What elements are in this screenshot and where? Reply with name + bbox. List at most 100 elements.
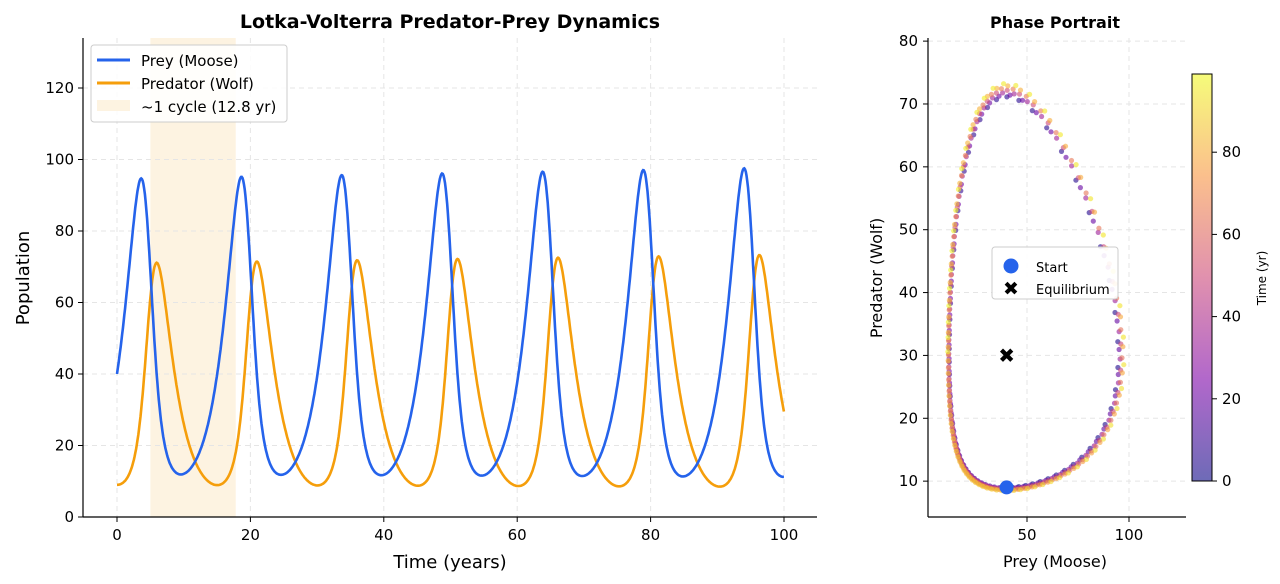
phase-point <box>945 349 951 355</box>
phase-point <box>946 307 952 313</box>
x-tick-label: 100 <box>1115 526 1144 544</box>
phase-point <box>1074 464 1080 470</box>
phase-point <box>947 290 953 296</box>
phase-point <box>1065 470 1071 476</box>
phase-point <box>1032 99 1038 105</box>
colorbar-tick-label: 0 <box>1222 472 1232 490</box>
phase-point <box>949 248 955 254</box>
phase-point <box>945 334 951 340</box>
x-tick-label: 20 <box>241 526 260 544</box>
phase-point <box>990 85 996 91</box>
phase-point <box>1040 481 1046 488</box>
phase-point <box>993 90 1000 96</box>
phase-point <box>1027 91 1033 97</box>
phase-point <box>1120 334 1126 340</box>
phase-point <box>951 234 957 240</box>
y-tick-label: 50 <box>899 221 918 239</box>
phase-point <box>952 221 958 228</box>
phase-point <box>980 483 986 490</box>
phase-point <box>1083 195 1089 201</box>
phase-point <box>1063 154 1069 160</box>
phase-point <box>1078 174 1084 180</box>
y-tick-label: 70 <box>899 95 918 113</box>
legend-label-predator: Predator (Wolf) <box>141 75 254 93</box>
phase-point <box>948 272 954 278</box>
left-x-axis-label: Time (years) <box>392 552 506 573</box>
phase-point <box>1101 432 1107 438</box>
phase-point <box>945 365 952 371</box>
y-tick-label: 0 <box>64 508 74 526</box>
phase-point <box>1091 209 1098 215</box>
phase-point <box>1108 422 1114 428</box>
phase-point <box>1090 218 1096 224</box>
phase-point <box>955 193 961 199</box>
phase-point <box>1007 92 1013 98</box>
phase-point <box>1011 91 1017 97</box>
phase-point <box>948 267 954 273</box>
phase-point <box>950 436 957 442</box>
y-tick-label: 80 <box>899 32 918 50</box>
phase-point <box>950 241 956 248</box>
phase-point <box>1069 163 1075 169</box>
phase-point <box>1117 303 1123 309</box>
colorbar <box>1191 73 1213 482</box>
legend-label-start: Start <box>1036 261 1068 276</box>
phase-point <box>959 463 965 469</box>
phase-point <box>1038 108 1044 114</box>
phase-point <box>1057 132 1063 138</box>
phase-point <box>1089 450 1095 456</box>
phase-point <box>989 486 995 492</box>
phase-point <box>980 102 986 108</box>
phase-point <box>1100 436 1106 442</box>
phase-point <box>1111 411 1117 417</box>
phase-point <box>946 393 952 399</box>
phase-point <box>1024 485 1031 492</box>
phase-point <box>1019 97 1026 103</box>
phase-point <box>1044 125 1050 131</box>
phase-point <box>1013 82 1019 89</box>
phase-point <box>1116 392 1122 398</box>
predator-line <box>117 253 786 488</box>
right-x-axis-label: Prey (Moose) <box>1003 552 1107 571</box>
phase-point <box>958 172 965 179</box>
phase-point <box>1083 456 1089 462</box>
phase-point <box>957 459 963 465</box>
phase-point <box>1114 405 1120 412</box>
phase-point <box>1000 90 1006 96</box>
legend-label-prey: Prey (Moose) <box>141 52 239 70</box>
phase-point <box>945 329 952 335</box>
legend-equilibrium-marker: ✖ <box>1003 278 1019 300</box>
phase-point <box>1016 91 1023 97</box>
colorbar-tick-label: 80 <box>1222 143 1241 161</box>
phase-point <box>955 186 962 192</box>
phase-point <box>1117 314 1124 320</box>
phase-point <box>953 207 959 213</box>
phase-point <box>945 370 951 376</box>
left-legend: Prey (Moose) Predator (Wolf) ~1 cycle (1… <box>90 44 288 123</box>
phase-point <box>1032 484 1038 490</box>
phase-point <box>948 417 954 423</box>
phase-point <box>945 344 951 350</box>
phase-point <box>1117 379 1123 385</box>
x-tick-label: 60 <box>508 526 527 544</box>
phase-point <box>1024 99 1030 105</box>
phase-point <box>945 319 952 325</box>
prey-line <box>115 166 784 479</box>
phase-point <box>1119 355 1125 361</box>
phase-point <box>1119 370 1125 376</box>
phase-point <box>1005 83 1011 89</box>
y-tick-label: 40 <box>55 365 74 383</box>
phase-point <box>1097 439 1103 445</box>
phase-point <box>1118 327 1124 333</box>
y-tick-label: 80 <box>55 222 74 240</box>
phase-point <box>962 152 969 159</box>
legend-label-cycle: ~1 cycle (12.8 yr) <box>141 98 276 116</box>
phase-point <box>1048 478 1054 485</box>
phase-point <box>1096 225 1102 231</box>
colorbar-tick-label: 20 <box>1222 390 1241 408</box>
y-tick-label: 20 <box>899 409 918 427</box>
phase-point <box>947 408 953 414</box>
phase-point <box>955 454 961 460</box>
